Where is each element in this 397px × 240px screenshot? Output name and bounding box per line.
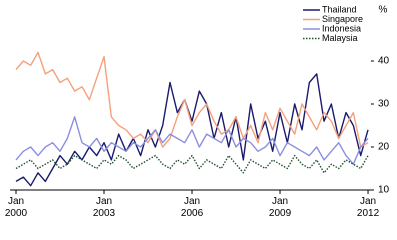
- y-tick-label: 30: [378, 99, 390, 110]
- x-tick-label: Jan 2009: [268, 196, 292, 219]
- x-tick-label: Jan 2006: [180, 196, 204, 219]
- series-line: [15, 73, 369, 187]
- series-line: [15, 154, 369, 174]
- legend-label: Thailand: [322, 4, 357, 14]
- y-tick-label: 20: [378, 142, 390, 153]
- legend-label: Malaysia: [322, 33, 358, 43]
- chart: % 10 20 30 40 Thailand Singapore Indonesia Mala…: [4, 4, 390, 219]
- x-tick-label: Jan 2012: [356, 196, 380, 219]
- series-line: [15, 51, 369, 148]
- series-line: [15, 116, 369, 165]
- chart-svg: % 10 20 30 40 ThailandSingaporeIndonesiaMala…: [10, 4, 390, 196]
- y-axis-label: %: [379, 5, 388, 16]
- y-tick-label: 10: [378, 185, 390, 196]
- legend-label: Indonesia: [322, 23, 361, 33]
- x-tick-label: Jan 2000: [4, 196, 28, 219]
- y-tick-label: 40: [378, 56, 390, 67]
- x-tick-label: Jan 2003: [92, 196, 116, 219]
- legend-label: Singapore: [322, 14, 363, 24]
